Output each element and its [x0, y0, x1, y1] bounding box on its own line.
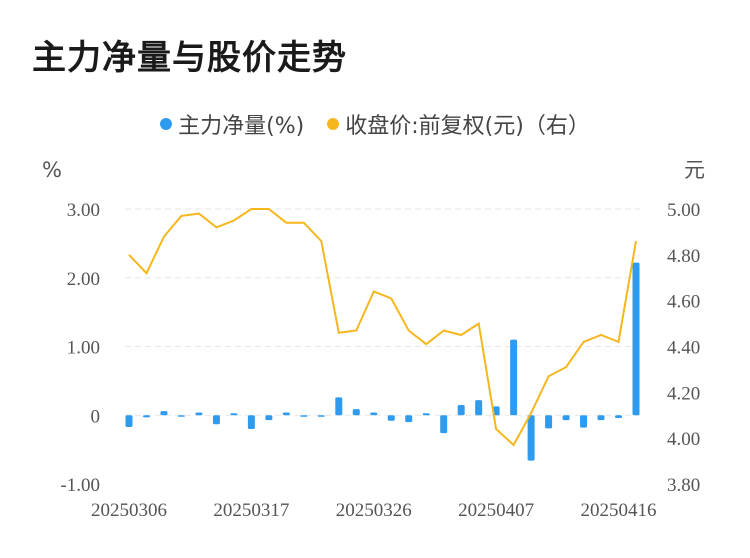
net-volume-bar[interactable]	[282, 412, 290, 416]
net-volume-bar[interactable]	[247, 415, 255, 429]
left-tick-label: 3.00	[67, 200, 100, 221]
right-tick-label: 5.00	[667, 200, 700, 221]
left-tick-label: 2.00	[67, 269, 100, 290]
x-axis-ticks: 20250306 20250317 20250326 20250407 20250416	[91, 500, 657, 521]
legend-item-close-price[interactable]: 收盘价:前复权(元)（右）	[327, 108, 590, 140]
net-volume-bar[interactable]	[125, 415, 133, 427]
net-volume-bar[interactable]	[230, 413, 238, 416]
net-volume-bar[interactable]	[580, 415, 588, 428]
left-axis-ticks: 3.00 2.00 1.00 0 -1.00	[60, 200, 100, 496]
legend-bar-swatch	[160, 118, 173, 130]
right-tick-label: 4.80	[667, 246, 700, 267]
net-volume-bar[interactable]	[527, 415, 535, 461]
net-volume-bar[interactable]	[335, 397, 343, 416]
net-volume-bar[interactable]	[545, 415, 553, 429]
grid-lines	[125, 208, 640, 416]
net-volume-bar[interactable]	[510, 339, 518, 416]
left-tick-label: 0	[91, 406, 101, 427]
legend-label-close-price: 收盘价:前复权(元)（右）	[345, 114, 590, 139]
net-volume-bar[interactable]	[597, 415, 605, 421]
x-tick-label: 20250416	[581, 500, 657, 521]
x-tick-label: 20250326	[336, 500, 412, 521]
net-volume-bar[interactable]	[300, 415, 308, 417]
right-axis-unit: 元	[684, 158, 705, 182]
right-tick-label: 3.80	[667, 475, 700, 496]
right-tick-label: 4.60	[667, 292, 700, 313]
legend-line-swatch	[327, 118, 340, 130]
legend: 主力净量(%) 收盘价:前复权(元)（右）	[0, 108, 750, 140]
net-volume-bar[interactable]	[422, 413, 430, 416]
net-volume-bar[interactable]	[317, 415, 325, 417]
x-tick-label: 20250317	[213, 500, 289, 521]
left-axis-unit: %	[42, 158, 62, 182]
right-axis-ticks: 5.00 4.80 4.60 4.40 4.20 4.00 3.80	[667, 200, 700, 496]
net-volume-bar[interactable]	[370, 412, 378, 416]
right-tick-label: 4.20	[667, 383, 700, 404]
net-volume-bar[interactable]	[177, 415, 185, 417]
left-tick-label: -1.00	[60, 475, 100, 496]
x-tick-label: 20250306	[91, 500, 167, 521]
net-volume-bar[interactable]	[632, 262, 640, 416]
net-volume-bar[interactable]	[615, 415, 623, 418]
net-volume-bar[interactable]	[475, 400, 483, 416]
legend-label-net-volume: 主力净量(%)	[178, 114, 305, 139]
net-volume-bar[interactable]	[562, 415, 570, 421]
left-tick-label: 1.00	[67, 338, 100, 359]
net-volume-bar[interactable]	[440, 415, 448, 434]
legend-item-net-volume[interactable]: 主力净量(%)	[160, 108, 304, 140]
net-volume-bar[interactable]	[387, 415, 395, 421]
net-volume-bar[interactable]	[265, 415, 273, 421]
net-volume-bar[interactable]	[457, 404, 465, 416]
net-volume-bar[interactable]	[212, 415, 220, 425]
net-volume-bar[interactable]	[160, 411, 168, 416]
close-price-line	[128, 208, 637, 447]
net-volume-bar[interactable]	[142, 415, 150, 418]
right-tick-label: 4.40	[667, 338, 700, 359]
x-tick-label: 20250407	[458, 500, 534, 521]
net-volume-bar[interactable]	[405, 415, 413, 423]
chart-title: 主力净量与股价走势	[32, 38, 347, 78]
right-tick-label: 4.00	[667, 429, 700, 450]
net-volume-bar[interactable]	[195, 412, 203, 416]
net-volume-bars	[125, 262, 640, 461]
net-volume-bar[interactable]	[352, 409, 360, 416]
